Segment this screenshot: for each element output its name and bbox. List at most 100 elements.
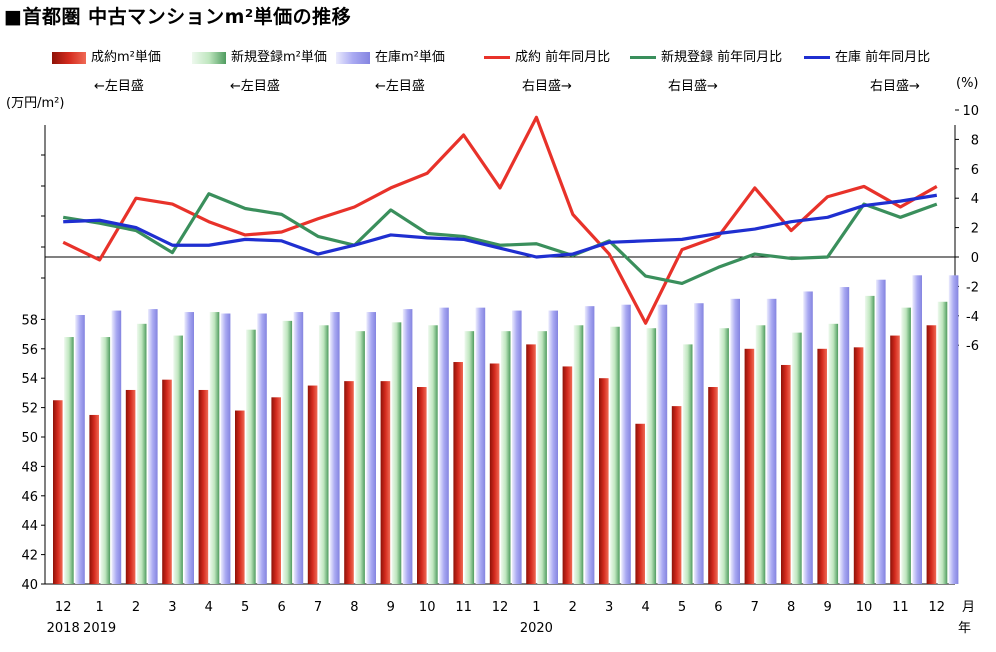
bar-new: [355, 331, 365, 584]
x-tick-label: 8: [350, 600, 358, 615]
left-tick-label: 46: [21, 490, 38, 505]
x-tick-label: 12: [492, 600, 509, 615]
bar-stock: [766, 298, 777, 584]
legend-axis-note: 右目盛→: [668, 79, 718, 94]
bar-sold: [926, 325, 937, 584]
bar-stock: [75, 314, 85, 584]
chart-title: ■首都圏 中古マンションm²単価の推移: [4, 6, 352, 28]
right-tick-label: 8: [971, 133, 979, 148]
bar-stock: [512, 310, 522, 584]
legend-swatch: [484, 56, 510, 59]
bar-sold: [708, 387, 718, 584]
x-tick-label: 6: [277, 600, 285, 615]
legend-label: 成約m²単価: [91, 50, 161, 65]
legend-swatch: [804, 56, 830, 59]
bar-new: [391, 322, 402, 584]
right-tick-label: -6: [966, 339, 979, 354]
bar-stock: [839, 287, 850, 584]
bar-new: [428, 325, 438, 584]
bar-stock: [293, 312, 304, 584]
x-tick-label: 5: [678, 600, 686, 615]
x-tick-label: 8: [787, 600, 795, 615]
legend-axis-note: 右目盛→: [522, 79, 572, 94]
bar-sold: [380, 381, 391, 584]
x-tick-label: 4: [205, 600, 213, 615]
bar-new: [246, 329, 256, 584]
legend-label: 在庫 前年同月比: [835, 50, 931, 65]
right-tick-label: 6: [971, 163, 979, 178]
bar-new: [610, 326, 620, 584]
bar-new: [682, 344, 693, 584]
x-year-label: 2018: [47, 621, 80, 636]
bar-stock: [548, 310, 558, 584]
bar-stock: [220, 313, 231, 584]
right-tick-label: 2: [971, 222, 979, 237]
right-tick-label: 4: [971, 192, 979, 207]
left-tick-label: 48: [21, 460, 38, 475]
legend-axis-note: ←左目盛: [230, 79, 280, 94]
left-tick-label: 44: [21, 519, 38, 534]
right-tick-label: 10: [962, 104, 979, 119]
bar-new: [500, 331, 511, 584]
legend-swatch: [52, 51, 86, 64]
right-axis-unit: (%): [956, 76, 979, 91]
legend-item: 成約m²単価: [52, 46, 161, 65]
bar-sold: [671, 406, 682, 584]
left-tick-label: 52: [21, 402, 38, 417]
bar-new: [209, 312, 220, 584]
x-tick-label: 7: [751, 600, 759, 615]
legend-item: 成約 前年同月比: [484, 46, 610, 65]
bar-new: [937, 301, 948, 584]
bar-sold: [271, 397, 281, 584]
bar-new: [828, 323, 839, 584]
bar-sold: [344, 381, 354, 584]
bar-new: [646, 328, 657, 584]
bar-sold: [162, 379, 172, 584]
bar-stock: [876, 279, 886, 584]
bar-sold: [489, 363, 500, 584]
right-tick-label: -2: [966, 280, 979, 295]
bar-new: [100, 337, 111, 584]
bar-stock: [184, 312, 194, 584]
left-tick-label: 58: [21, 313, 38, 328]
x-tick-label: 11: [455, 600, 472, 615]
legend-label: 成約 前年同月比: [515, 50, 611, 65]
bar-new: [719, 328, 729, 584]
bar-new: [573, 325, 584, 584]
x-year-unit: 年: [958, 621, 971, 636]
legend-label: 新規登録m²単価: [231, 50, 327, 65]
bar-stock: [111, 310, 122, 584]
bar-new: [755, 325, 766, 584]
bar-sold: [198, 389, 209, 584]
x-tick-label: 11: [892, 600, 909, 615]
x-tick-label: 12: [55, 600, 72, 615]
legend-item: 在庫m²単価: [336, 46, 445, 65]
bar-stock: [366, 312, 376, 584]
bar-stock: [621, 304, 631, 584]
bar-new: [64, 337, 74, 584]
x-tick-label: 9: [823, 600, 831, 615]
x-year-label: 2020: [520, 621, 553, 636]
x-tick-label: 10: [419, 600, 436, 615]
bar-stock: [402, 309, 413, 584]
bar-stock: [148, 309, 158, 584]
left-tick-label: 56: [21, 343, 38, 358]
bar-sold: [417, 387, 427, 584]
x-tick-label: 6: [714, 600, 722, 615]
x-tick-label: 3: [168, 600, 176, 615]
bar-new: [173, 335, 183, 584]
x-tick-label: 1: [532, 600, 540, 615]
x-month-unit: 月: [962, 600, 975, 615]
bar-new: [464, 331, 475, 584]
right-tick-label: 0: [971, 251, 979, 266]
bar-stock: [257, 313, 267, 584]
bar-new: [901, 307, 911, 584]
bar-new: [318, 325, 329, 584]
bar-sold: [307, 385, 318, 584]
bar-sold: [235, 410, 245, 584]
bar-sold: [453, 362, 463, 584]
x-tick-label: 12: [929, 600, 946, 615]
x-tick-label: 4: [641, 600, 649, 615]
chart-legend: 成約m²単価 ←左目盛 新規登録m²単価 ←左目盛 在庫m²単価 ←左目盛 成約 前年同月比…: [0, 46, 996, 96]
